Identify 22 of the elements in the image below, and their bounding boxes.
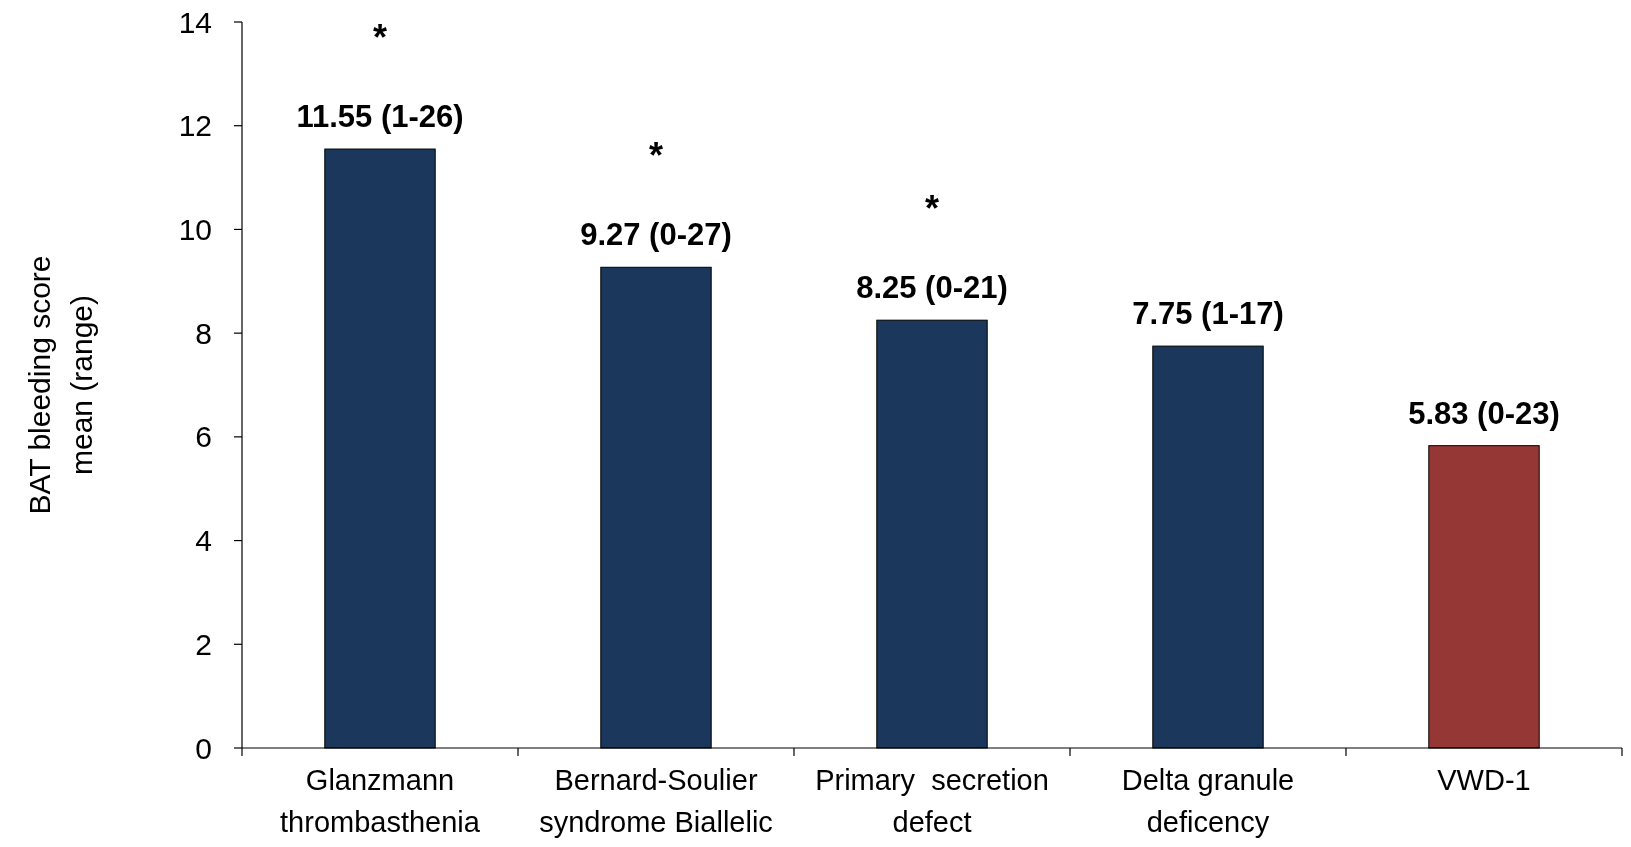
x-tick-label: VWD-1 xyxy=(1437,764,1531,796)
annotation: * xyxy=(924,187,940,229)
y-tick-label: 8 xyxy=(195,316,212,350)
y-tick-label: 10 xyxy=(178,212,212,246)
y-tick-label: 14 xyxy=(178,5,212,39)
data-label: 9.27 (0-27) xyxy=(580,217,732,253)
y-tick-label: 6 xyxy=(195,420,212,454)
y-tick-label: 4 xyxy=(195,524,212,558)
annotation: * xyxy=(648,134,664,176)
annotation: * xyxy=(372,16,388,58)
data-label: 5.83 (0-23) xyxy=(1408,395,1560,431)
x-tick-label: Delta granule deficency xyxy=(1121,764,1295,838)
data-label: 8.25 (0-21) xyxy=(856,270,1008,306)
y-tick-label: 12 xyxy=(178,109,212,143)
x-tick-label: Bernard-Soulier syndrome Biallelic xyxy=(539,764,773,838)
data-label: 11.55 (1-26) xyxy=(296,99,464,135)
y-tick-label: 2 xyxy=(195,627,212,661)
y-tick-label: 0 xyxy=(195,731,212,765)
data-label: 7.75 (1-17) xyxy=(1132,296,1284,332)
y-axis-title: BAT bleeding score mean (range) xyxy=(23,255,98,515)
x-tick-label: Glanzmann thrombasthenia xyxy=(280,764,481,838)
x-tick-label: Primary secretion defect xyxy=(815,764,1049,838)
